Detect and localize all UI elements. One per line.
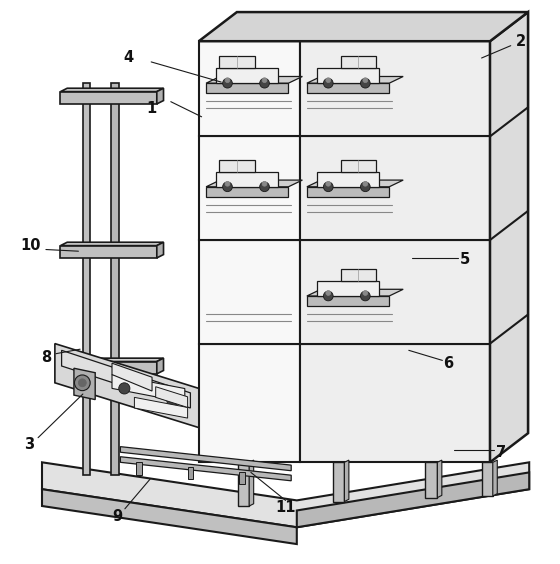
Polygon shape	[199, 240, 300, 343]
Polygon shape	[238, 462, 249, 506]
Polygon shape	[112, 374, 185, 402]
Polygon shape	[60, 243, 164, 245]
Polygon shape	[60, 88, 164, 91]
Circle shape	[324, 182, 333, 192]
Circle shape	[260, 78, 269, 88]
Polygon shape	[199, 12, 528, 41]
Polygon shape	[157, 88, 164, 104]
Polygon shape	[62, 350, 190, 408]
Circle shape	[223, 78, 232, 88]
Polygon shape	[206, 83, 288, 93]
Polygon shape	[206, 77, 302, 83]
Circle shape	[361, 182, 370, 192]
Polygon shape	[239, 472, 245, 484]
Polygon shape	[220, 56, 255, 68]
Polygon shape	[83, 83, 90, 475]
Polygon shape	[340, 269, 376, 281]
Polygon shape	[199, 343, 300, 462]
Polygon shape	[120, 457, 291, 481]
Polygon shape	[307, 296, 389, 306]
Text: 3: 3	[24, 437, 34, 452]
Polygon shape	[60, 91, 157, 104]
Polygon shape	[199, 136, 300, 240]
Circle shape	[363, 182, 368, 186]
Polygon shape	[206, 180, 302, 187]
Polygon shape	[136, 462, 142, 475]
Polygon shape	[60, 362, 157, 374]
Polygon shape	[55, 343, 199, 428]
Circle shape	[363, 290, 368, 296]
Polygon shape	[344, 460, 349, 501]
Circle shape	[262, 78, 267, 82]
Polygon shape	[307, 187, 389, 197]
Circle shape	[78, 379, 86, 387]
Polygon shape	[157, 243, 164, 258]
Polygon shape	[112, 363, 152, 391]
Polygon shape	[317, 281, 379, 296]
Circle shape	[324, 78, 333, 88]
Text: 4: 4	[124, 51, 134, 65]
Circle shape	[361, 78, 370, 88]
Polygon shape	[333, 462, 344, 501]
Polygon shape	[249, 460, 254, 506]
Polygon shape	[111, 83, 119, 475]
Polygon shape	[220, 160, 255, 172]
Polygon shape	[60, 245, 157, 258]
Text: 8: 8	[41, 350, 51, 365]
Polygon shape	[340, 160, 376, 172]
Circle shape	[260, 182, 269, 192]
Text: 9: 9	[113, 509, 123, 523]
Polygon shape	[156, 387, 188, 407]
Circle shape	[223, 182, 232, 192]
Polygon shape	[482, 462, 493, 496]
Circle shape	[225, 78, 230, 82]
Polygon shape	[307, 77, 403, 83]
Polygon shape	[300, 240, 490, 343]
Text: 1: 1	[146, 101, 156, 116]
Polygon shape	[300, 136, 490, 240]
Circle shape	[326, 182, 331, 186]
Polygon shape	[307, 289, 403, 296]
Circle shape	[74, 375, 90, 391]
Text: 10: 10	[21, 238, 41, 253]
Polygon shape	[300, 41, 490, 136]
Polygon shape	[157, 358, 164, 374]
Text: 11: 11	[276, 500, 296, 514]
Polygon shape	[317, 172, 379, 187]
Circle shape	[167, 395, 178, 406]
Polygon shape	[216, 68, 278, 83]
Circle shape	[262, 182, 267, 186]
Circle shape	[361, 291, 370, 301]
Polygon shape	[199, 41, 300, 136]
Polygon shape	[216, 172, 278, 187]
Circle shape	[324, 291, 333, 301]
Polygon shape	[120, 447, 291, 471]
Polygon shape	[74, 368, 95, 400]
Circle shape	[326, 290, 331, 296]
Text: 2: 2	[516, 34, 526, 49]
Polygon shape	[425, 462, 437, 497]
Polygon shape	[490, 12, 528, 462]
Text: 5: 5	[460, 252, 470, 267]
Polygon shape	[206, 187, 288, 197]
Polygon shape	[42, 489, 297, 544]
Polygon shape	[134, 398, 188, 418]
Polygon shape	[437, 460, 442, 497]
Text: 7: 7	[496, 446, 506, 460]
Polygon shape	[60, 358, 164, 362]
Text: 6: 6	[443, 356, 453, 371]
Polygon shape	[493, 460, 497, 496]
Polygon shape	[317, 68, 379, 83]
Circle shape	[326, 78, 331, 82]
Polygon shape	[307, 83, 389, 93]
Polygon shape	[42, 462, 529, 527]
Polygon shape	[297, 473, 529, 527]
Circle shape	[225, 182, 230, 186]
Polygon shape	[188, 467, 193, 479]
Circle shape	[363, 78, 368, 82]
Circle shape	[119, 383, 130, 394]
Polygon shape	[307, 180, 403, 187]
Polygon shape	[340, 56, 376, 68]
Polygon shape	[300, 343, 490, 462]
